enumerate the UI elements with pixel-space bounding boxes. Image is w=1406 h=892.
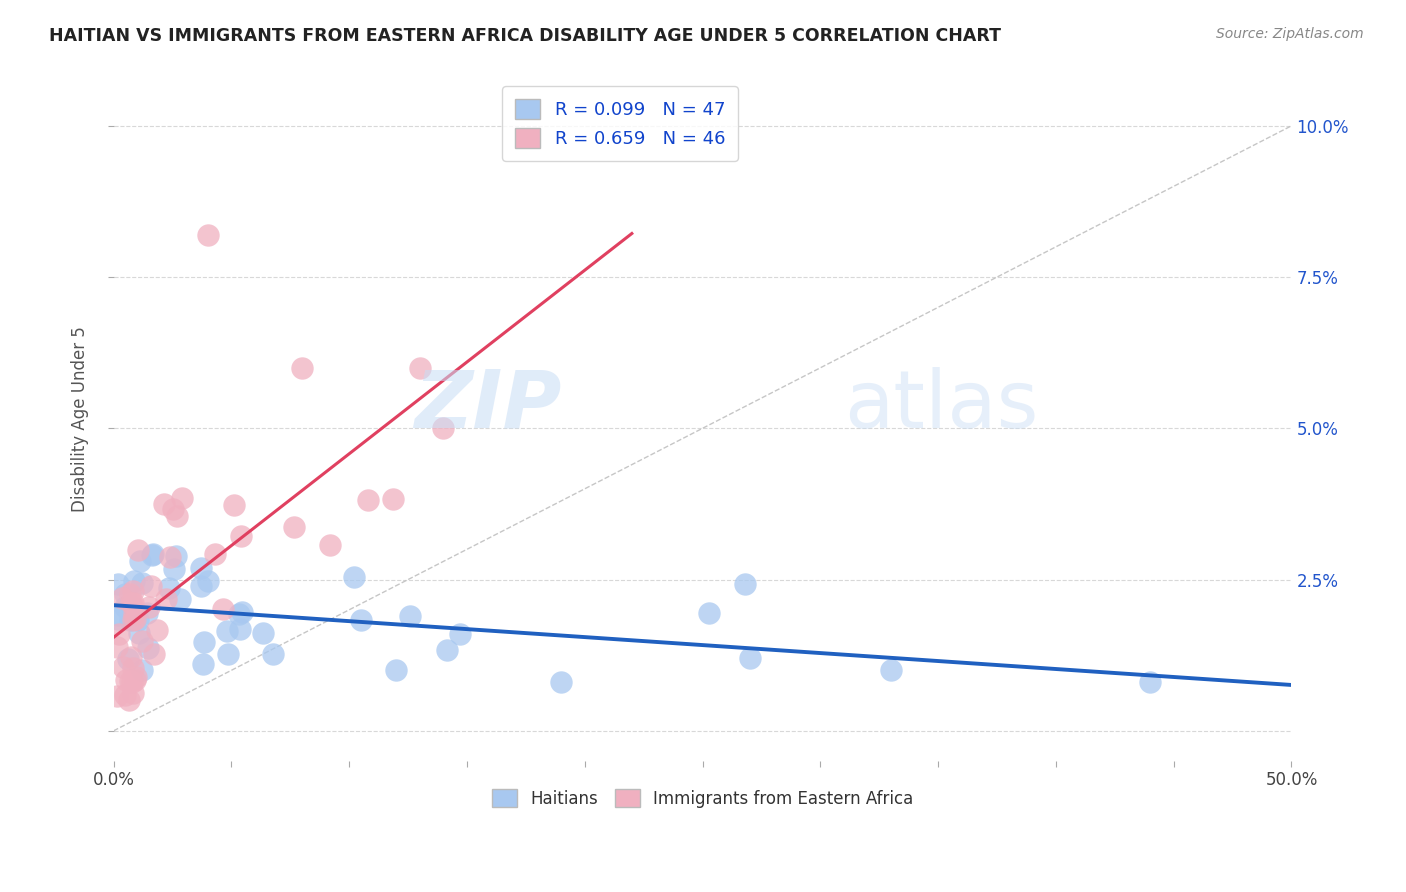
- Point: [291, 360, 314, 375]
- Point: [155, 591, 177, 606]
- Point: [128, 554, 150, 568]
- Text: atlas: atlas: [844, 367, 1038, 444]
- Point: [108, 627, 131, 641]
- Point: [135, 606, 157, 620]
- Point: [120, 596, 142, 610]
- Point: [117, 692, 139, 706]
- Point: [114, 586, 136, 600]
- Point: [197, 574, 219, 588]
- Point: [107, 607, 129, 622]
- Point: [153, 497, 176, 511]
- Point: [124, 673, 146, 687]
- Point: [191, 657, 214, 671]
- Point: [131, 576, 153, 591]
- Point: [122, 686, 145, 700]
- Point: [111, 591, 134, 606]
- Point: [204, 547, 226, 561]
- Point: [142, 547, 165, 561]
- Point: [117, 652, 139, 666]
- Point: [121, 613, 143, 627]
- Point: [121, 600, 143, 615]
- Point: [121, 660, 143, 674]
- Point: [399, 609, 422, 624]
- Text: HAITIAN VS IMMIGRANTS FROM EASTERN AFRICA DISABILITY AGE UNDER 5 CORRELATION CHA: HAITIAN VS IMMIGRANTS FROM EASTERN AFRIC…: [49, 27, 1001, 45]
- Point: [436, 643, 458, 657]
- Point: [217, 647, 239, 661]
- Point: [190, 560, 212, 574]
- Point: [432, 421, 454, 435]
- Text: ZIP: ZIP: [413, 367, 561, 444]
- Point: [1139, 675, 1161, 690]
- Point: [262, 648, 284, 662]
- Point: [127, 543, 149, 558]
- Legend: Haitians, Immigrants from Eastern Africa: Haitians, Immigrants from Eastern Africa: [485, 783, 920, 814]
- Point: [157, 581, 180, 595]
- Point: [880, 663, 903, 677]
- Point: [122, 583, 145, 598]
- Point: [699, 607, 721, 621]
- Point: [343, 569, 366, 583]
- Point: [190, 579, 212, 593]
- Point: [211, 601, 233, 615]
- Point: [350, 613, 373, 627]
- Point: [121, 612, 143, 626]
- Point: [319, 538, 342, 552]
- Point: [163, 561, 186, 575]
- Point: [197, 227, 219, 242]
- Point: [138, 599, 160, 614]
- Point: [120, 587, 142, 601]
- Point: [738, 651, 761, 665]
- Point: [122, 596, 145, 610]
- Point: [120, 649, 142, 664]
- Point: [409, 360, 432, 375]
- Point: [124, 612, 146, 626]
- Point: [165, 549, 187, 563]
- Point: [141, 548, 163, 562]
- Point: [124, 607, 146, 621]
- Point: [143, 647, 166, 661]
- Point: [169, 591, 191, 606]
- Point: [170, 491, 193, 505]
- Point: [283, 520, 305, 534]
- Point: [381, 491, 404, 506]
- Point: [550, 675, 572, 690]
- Point: [107, 612, 129, 626]
- Point: [114, 599, 136, 614]
- Point: [231, 605, 253, 619]
- Point: [166, 509, 188, 524]
- Point: [114, 688, 136, 702]
- Point: [107, 577, 129, 591]
- Point: [356, 493, 378, 508]
- Point: [115, 673, 138, 688]
- Point: [385, 663, 408, 677]
- Point: [139, 579, 162, 593]
- Point: [252, 626, 274, 640]
- Y-axis label: Disability Age Under 5: Disability Age Under 5: [72, 326, 89, 512]
- Text: Source: ZipAtlas.com: Source: ZipAtlas.com: [1216, 27, 1364, 41]
- Point: [193, 635, 215, 649]
- Point: [120, 613, 142, 627]
- Point: [159, 549, 181, 564]
- Point: [449, 627, 471, 641]
- Point: [229, 622, 252, 636]
- Point: [127, 613, 149, 627]
- Point: [224, 498, 246, 512]
- Point: [121, 675, 143, 690]
- Point: [128, 626, 150, 640]
- Point: [136, 641, 159, 656]
- Point: [231, 529, 253, 543]
- Point: [162, 502, 184, 516]
- Point: [105, 640, 128, 655]
- Point: [112, 659, 135, 673]
- Point: [217, 624, 239, 638]
- Point: [118, 673, 141, 688]
- Point: [734, 576, 756, 591]
- Point: [122, 574, 145, 588]
- Point: [131, 634, 153, 648]
- Point: [131, 663, 153, 677]
- Point: [125, 670, 148, 684]
- Point: [145, 624, 167, 638]
- Point: [228, 607, 250, 622]
- Point: [105, 690, 128, 704]
